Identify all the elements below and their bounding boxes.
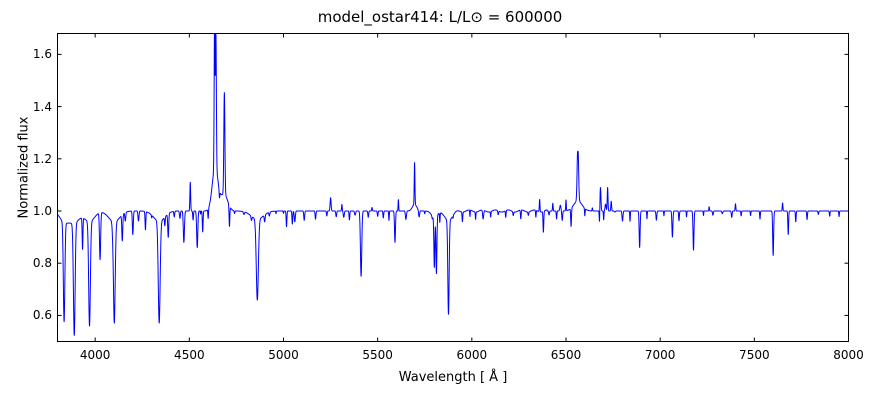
y-tick-label: 1.0 [32, 203, 52, 218]
plot-area-border [57, 33, 849, 342]
x-tick-label: 6000 [456, 347, 488, 362]
y-tick-label: 0.6 [32, 308, 52, 323]
spectrum-series-group [57, 33, 849, 336]
y-tick-label: 1.4 [32, 99, 52, 114]
y-tick-label: 0.8 [32, 256, 52, 271]
plot-frame [57, 33, 849, 342]
y-tick-label: 1.2 [32, 151, 52, 166]
x-tick-label: 8000 [833, 347, 864, 362]
x-tick-marks [94, 33, 849, 342]
y-tick-marks [57, 53, 849, 316]
x-tick-label: 7500 [739, 347, 770, 362]
x-tick-label: 5000 [268, 347, 299, 362]
x-tick-label: 4000 [79, 347, 111, 362]
spectrum-line [57, 33, 849, 336]
chart-title: model_ostar414: L/L⊙ = 600000 [317, 8, 563, 26]
x-axis-label: Wavelength [ Å ] [398, 370, 508, 385]
y-tick-label: 1.6 [32, 47, 52, 62]
x-tick-label: 7000 [644, 347, 676, 362]
x-tick-label: 5500 [362, 347, 393, 362]
x-tick-label: 4500 [174, 347, 205, 362]
x-tick-label: 6500 [550, 347, 582, 362]
